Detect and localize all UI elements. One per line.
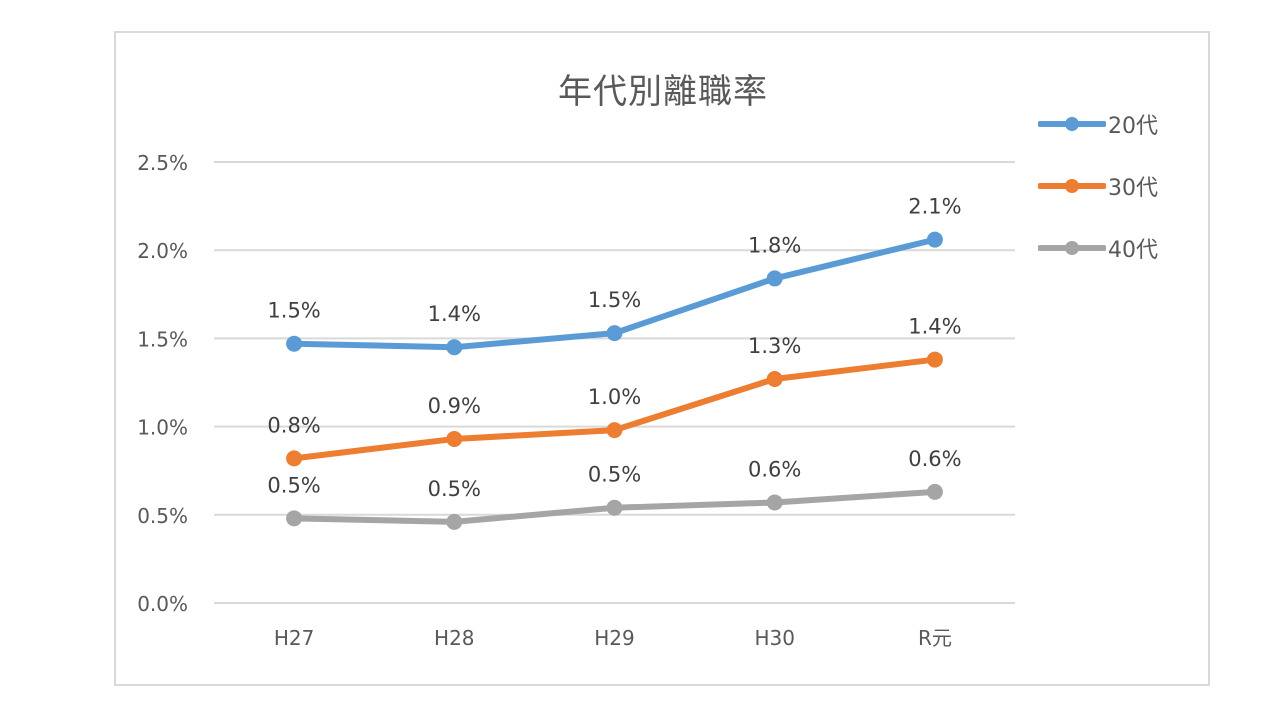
y-tick-label: 0.0% (137, 592, 188, 616)
data-labels: 1.5% 1.4% 1.5% 1.8% 2.1% 0.8% 0.9% 1.0% 1.3% 1.4%… (267, 195, 961, 501)
data-point-marker[interactable] (766, 494, 783, 511)
data-label: 0.5% (588, 463, 641, 487)
data-point-marker[interactable] (766, 370, 783, 387)
data-point-marker[interactable] (446, 430, 463, 447)
gridlines (214, 161, 1015, 604)
data-label: 1.4% (428, 302, 481, 326)
data-label: 1.8% (748, 233, 801, 257)
data-label: 0.5% (428, 477, 481, 501)
x-tick-label: H29 (594, 626, 635, 650)
legend-item-30s[interactable]: 30代 (1038, 170, 1158, 202)
y-tick-label: 0.5% (137, 504, 188, 528)
data-point-marker[interactable] (606, 499, 623, 516)
data-label: 2.1% (908, 195, 961, 219)
legend-marker-icon (1038, 241, 1106, 255)
data-label: 1.5% (267, 299, 320, 323)
y-tick-label: 1.5% (137, 327, 188, 351)
data-label: 1.4% (908, 315, 961, 339)
legend-item-40s[interactable]: 40代 (1038, 232, 1158, 264)
data-point-marker[interactable] (926, 351, 943, 368)
data-label: 0.6% (748, 457, 801, 481)
data-point-marker[interactable] (446, 513, 463, 530)
data-point-marker[interactable] (926, 231, 943, 248)
x-tick-label: H27 (274, 626, 315, 650)
x-tick-label: R元 (918, 626, 952, 650)
data-point-marker[interactable] (286, 510, 303, 527)
data-point-marker[interactable] (926, 483, 943, 500)
x-tick-label: H28 (434, 626, 475, 650)
data-label: 0.8% (267, 413, 320, 437)
y-tick-label: 1.0% (137, 416, 188, 440)
x-axis-labels: H27 H28 H29 H30 R元 (274, 626, 952, 650)
data-label: 0.5% (267, 473, 320, 497)
data-point-marker[interactable] (286, 335, 303, 352)
data-point-marker[interactable] (606, 325, 623, 342)
data-label: 0.9% (428, 394, 481, 418)
data-label: 0.6% (908, 447, 961, 471)
data-point-marker[interactable] (766, 270, 783, 287)
data-label: 1.0% (588, 385, 641, 409)
series-lines (286, 231, 943, 530)
x-tick-label: H30 (754, 626, 795, 650)
legend-marker-icon (1038, 179, 1106, 193)
legend-label: 20代 (1108, 114, 1158, 139)
data-label: 1.5% (588, 288, 641, 312)
y-tick-label: 2.0% (137, 239, 188, 263)
data-point-marker[interactable] (446, 339, 463, 356)
legend-label: 30代 (1108, 176, 1158, 201)
data-point-marker[interactable] (286, 450, 303, 467)
y-axis-labels: 0.0% 0.5% 1.0% 1.5% 2.0% 2.5% (137, 151, 188, 616)
y-tick-label: 2.5% (137, 151, 188, 175)
chart-frame (114, 31, 1210, 686)
data-point-marker[interactable] (606, 422, 623, 439)
chart-title: 年代別離職率 (558, 72, 768, 112)
legend-marker-icon (1038, 117, 1106, 131)
legend-item-20s[interactable]: 20代 (1038, 108, 1158, 140)
data-label: 1.3% (748, 334, 801, 358)
legend-label: 40代 (1108, 238, 1158, 263)
